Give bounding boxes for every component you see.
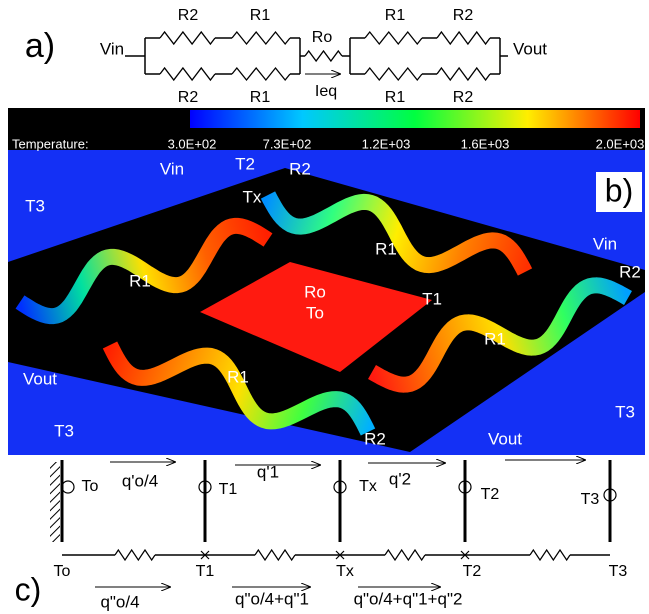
sim-label: Vout: [488, 429, 522, 448]
sim-label: Vin: [593, 234, 617, 253]
resistor: [255, 550, 295, 560]
wall-hatch: [50, 462, 60, 542]
sim-label: Ro: [304, 282, 326, 301]
panel-label: b): [605, 172, 633, 208]
resistor: [530, 550, 570, 560]
label: R1: [250, 89, 271, 106]
resistor: [385, 550, 425, 560]
sim-label: T1: [422, 289, 442, 308]
colorbar-tick: 7.3E+02: [263, 136, 312, 151]
label: R1: [385, 89, 406, 106]
node-label: T1: [196, 563, 215, 580]
heat-label: q"o/4+q"1+q"2: [354, 589, 463, 608]
label: R1: [250, 7, 271, 24]
sim-label: R2: [619, 262, 641, 281]
resistor: [305, 51, 342, 61]
label: Ro: [312, 29, 333, 46]
sim-label: R2: [289, 159, 311, 178]
colorbar-title: Temperature:: [12, 136, 89, 151]
node-label: Tx: [336, 563, 354, 580]
resistor: [160, 32, 215, 44]
resistor: [365, 68, 422, 80]
colorbar: [190, 110, 640, 128]
temp-label: T1: [219, 481, 238, 498]
resistor: [115, 550, 155, 560]
sim-label: Vout: [23, 369, 57, 388]
node-label: T2: [463, 563, 482, 580]
sim-label: R2: [364, 429, 386, 448]
flux-label: q'o/4: [122, 471, 158, 490]
label: Vin: [100, 39, 124, 58]
sim-label: R1: [375, 239, 397, 258]
label: R1: [385, 7, 406, 24]
sim-label: To: [306, 303, 324, 322]
sim-label: T3: [615, 402, 635, 421]
resistor: [232, 68, 290, 80]
resistor: [160, 68, 215, 80]
label: R2: [178, 7, 199, 24]
label: R2: [178, 89, 199, 106]
temp-label: Tx: [359, 478, 377, 495]
panel-label: c): [15, 571, 42, 607]
label: R2: [453, 89, 474, 106]
sim-label: Tx: [243, 187, 262, 206]
colorbar-tick: 1.6E+03: [461, 136, 510, 151]
temp-probe: [62, 481, 74, 493]
temp-label: T3: [581, 491, 600, 508]
resistor: [437, 32, 490, 44]
label: Ieq: [315, 83, 337, 100]
resistor: [232, 32, 290, 44]
label: Vout: [513, 39, 547, 58]
colorbar-tick: 1.2E+03: [362, 136, 411, 151]
heat-label: q"o/4: [100, 592, 139, 611]
node-label: T3: [609, 563, 628, 580]
panel-label: a): [25, 27, 55, 65]
sim-label: T3: [54, 421, 74, 440]
temp-label: T2: [481, 486, 500, 503]
flux-label: q'1: [257, 462, 279, 481]
sim-label: R1: [129, 271, 151, 290]
colorbar-tick: 3.0E+02: [168, 136, 217, 151]
figure: a) Vin Vout Ro Ieq R2 R2 R1 R1 R1 R1 R2 R2 Temperatur…: [0, 0, 649, 614]
flux-label: q'2: [389, 469, 411, 488]
label: R2: [453, 7, 474, 24]
resistor: [365, 32, 422, 44]
colorbar-tick: 2.0E+03: [596, 136, 645, 151]
resistor: [437, 68, 490, 80]
temp-label: To: [82, 478, 99, 495]
heat-label: q"o/4+q"1: [235, 589, 309, 608]
node-label: To: [54, 563, 71, 580]
sim-label: R1: [227, 367, 249, 386]
sim-label: T2: [235, 154, 255, 173]
sim-label: R1: [484, 329, 506, 348]
sim-label: T3: [25, 196, 45, 215]
sim-label: Vin: [160, 159, 184, 178]
